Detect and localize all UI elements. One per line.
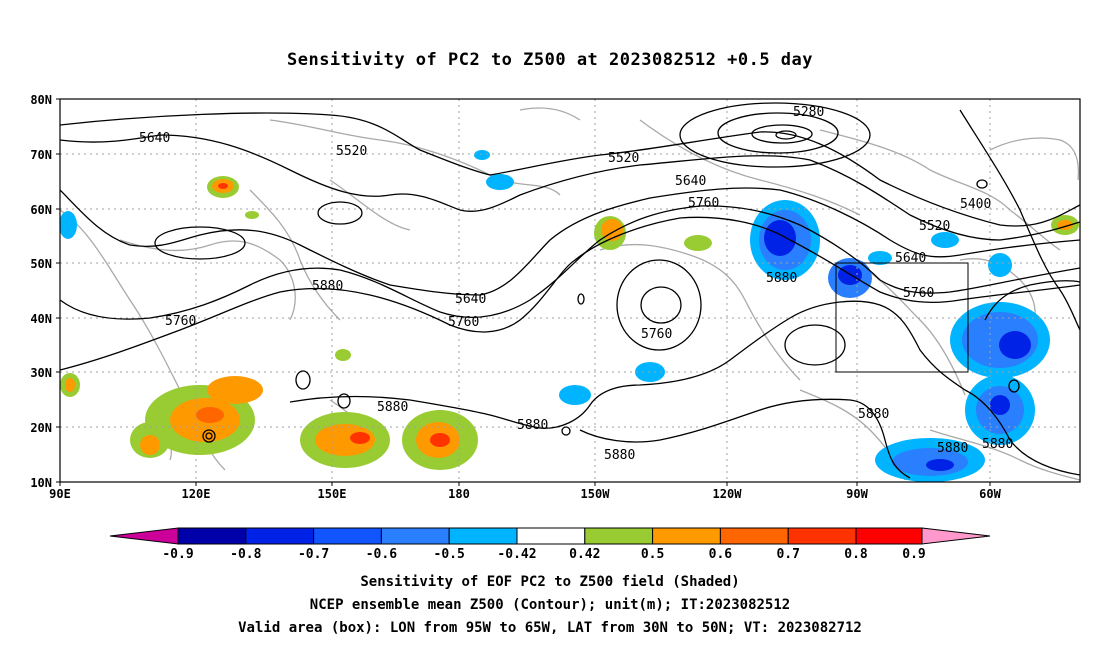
lon-label: 120W [713, 487, 743, 501]
colorbar-segment [448, 527, 518, 545]
caption-contour: NCEP ensemble mean Z500 (Contour); unit(… [309, 597, 791, 613]
colorbar-segment [855, 527, 923, 545]
colorbar-tick-label: -0.42 [497, 547, 536, 562]
shading-negative [60, 150, 1050, 482]
contour-label: 5520 [336, 144, 367, 159]
colorbar-tick-label: 0.6 [709, 547, 733, 562]
colorbar-segment [245, 527, 315, 545]
valid-area-box [835, 262, 969, 373]
colorbar-tick-label: 0.8 [844, 547, 868, 562]
latitude-labels: 80N 70N 60N 50N 40N 30N 20N 10N [30, 93, 52, 490]
colorbar-segment [719, 527, 789, 545]
colorbar-high-triangle [921, 527, 991, 545]
lon-label: 120E [182, 487, 211, 501]
colorbar-tick-label: -0.7 [298, 547, 329, 562]
contour-label: 5640 [675, 174, 706, 189]
lat-label: 30N [30, 366, 52, 380]
lon-label: 60W [979, 487, 1001, 501]
map-title: Sensitivity of PC2 to Z500 at 2023082512… [286, 50, 813, 70]
lat-label: 50N [30, 257, 52, 271]
contour-label: 5880 [982, 437, 1013, 452]
contour-label: 5760 [903, 286, 934, 301]
lat-label: 40N [30, 312, 52, 326]
colorbar-tick-label: 0.9 [902, 547, 925, 562]
lon-label: 150E [318, 487, 347, 501]
colorbar-tick-label: 0.7 [776, 547, 799, 562]
contour-label: 5760 [688, 196, 719, 211]
lon-label: 90E [49, 487, 71, 501]
plot-frame [59, 98, 1081, 483]
contour-label: 5760 [641, 327, 672, 342]
caption-valid-area: Valid area (box): LON from 95W to 65W, L… [238, 620, 862, 636]
contour-label: 5280 [793, 105, 824, 120]
contour-label: 5760 [448, 315, 479, 330]
colorbar-segment [177, 527, 247, 545]
contour-label: 5640 [139, 131, 170, 146]
colorbar-tick-label: 0.5 [641, 547, 664, 562]
contour-label: 5880 [517, 418, 548, 433]
contour-label: 5640 [455, 292, 486, 307]
colorbar-tick-label: -0.5 [434, 547, 465, 562]
lon-label: 150W [581, 487, 611, 501]
colorbar-tick-label: -0.6 [366, 547, 397, 562]
colorbar-tick-label: -0.8 [230, 547, 261, 562]
contour-label: 5880 [377, 400, 408, 415]
contour-label: 5880 [937, 441, 968, 456]
lat-label: 10N [30, 476, 52, 490]
colorbar-segment [313, 527, 382, 545]
contour-label: 5400 [960, 197, 991, 212]
lon-label: 90W [846, 487, 868, 501]
contour-label: 5880 [766, 271, 797, 286]
contour-label: 5880 [858, 407, 889, 422]
colorbar-segment [380, 527, 450, 545]
contour-label: 5520 [608, 151, 639, 166]
caption-shading: Sensitivity of EOF PC2 to Z500 field (Sh… [360, 574, 740, 590]
z500-contours [60, 102, 1080, 479]
contour-labels: 5640 5520 5280 5520 5640 5760 5400 5520 … [139, 105, 1013, 463]
colorbar-segment [787, 527, 857, 545]
colorbar-tick-label: -0.9 [162, 547, 193, 562]
colorbar-segment [584, 527, 654, 545]
lon-label: 180 [448, 487, 470, 501]
lat-label: 70N [30, 148, 52, 162]
colorbar-segment [516, 527, 586, 545]
lat-label: 20N [30, 421, 52, 435]
lat-label: 60N [30, 203, 52, 217]
contour-label: 5880 [604, 448, 635, 463]
contour-label: 5880 [312, 279, 343, 294]
colorbar [109, 527, 991, 545]
lat-label: 80N [30, 93, 52, 107]
contour-label: 5640 [895, 251, 926, 266]
contour-label: 5760 [165, 314, 196, 329]
longitude-labels: 90E 120E 150E 180 150W 120W 90W 60W [49, 487, 1001, 501]
graticule [60, 99, 1080, 482]
colorbar-low-triangle [109, 527, 179, 545]
colorbar-segment [652, 527, 721, 545]
contour-label: 5520 [919, 219, 950, 234]
tick-marks [56, 98, 991, 486]
colorbar-labels: -0.9 -0.8 -0.7 -0.6 -0.5 -0.42 0.42 0.5 … [162, 547, 925, 562]
colorbar-tick-label: 0.42 [569, 547, 600, 562]
